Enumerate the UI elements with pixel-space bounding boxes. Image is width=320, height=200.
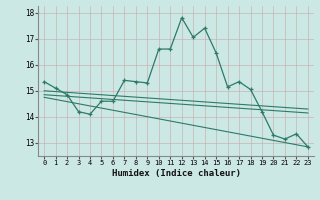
X-axis label: Humidex (Indice chaleur): Humidex (Indice chaleur) bbox=[111, 169, 241, 178]
